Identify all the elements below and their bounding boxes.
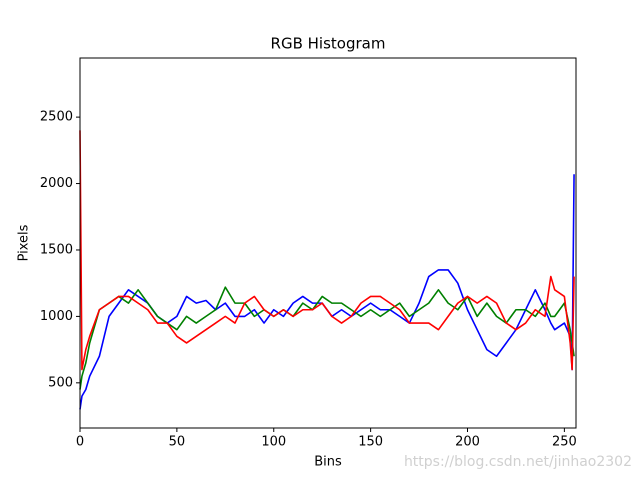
plot-area bbox=[79, 130, 575, 410]
x-tick-label: 200 bbox=[455, 435, 480, 450]
x-tick-label: 250 bbox=[552, 435, 577, 450]
chart-title: RGB Histogram bbox=[271, 35, 386, 53]
watermark: https://blog.csdn.net/jinhao2302 bbox=[404, 454, 632, 470]
y-tick-label: 1000 bbox=[40, 309, 73, 324]
series-line bbox=[79, 286, 575, 390]
y-tick-label: 2000 bbox=[40, 176, 73, 191]
series-line bbox=[79, 130, 575, 371]
y-tick-label: 1500 bbox=[40, 242, 73, 257]
x-tick-label: 50 bbox=[169, 435, 186, 450]
x-axis-label: Bins bbox=[314, 455, 342, 470]
x-tick-label: 150 bbox=[358, 435, 383, 450]
y-tick-label: 2500 bbox=[40, 110, 73, 125]
y-axis-label: Pixels bbox=[17, 224, 32, 261]
x-tick-label: 0 bbox=[76, 435, 84, 450]
axes-frame bbox=[79, 57, 577, 429]
y-tick-label: 500 bbox=[48, 375, 73, 390]
x-tick-label: 100 bbox=[261, 435, 286, 450]
